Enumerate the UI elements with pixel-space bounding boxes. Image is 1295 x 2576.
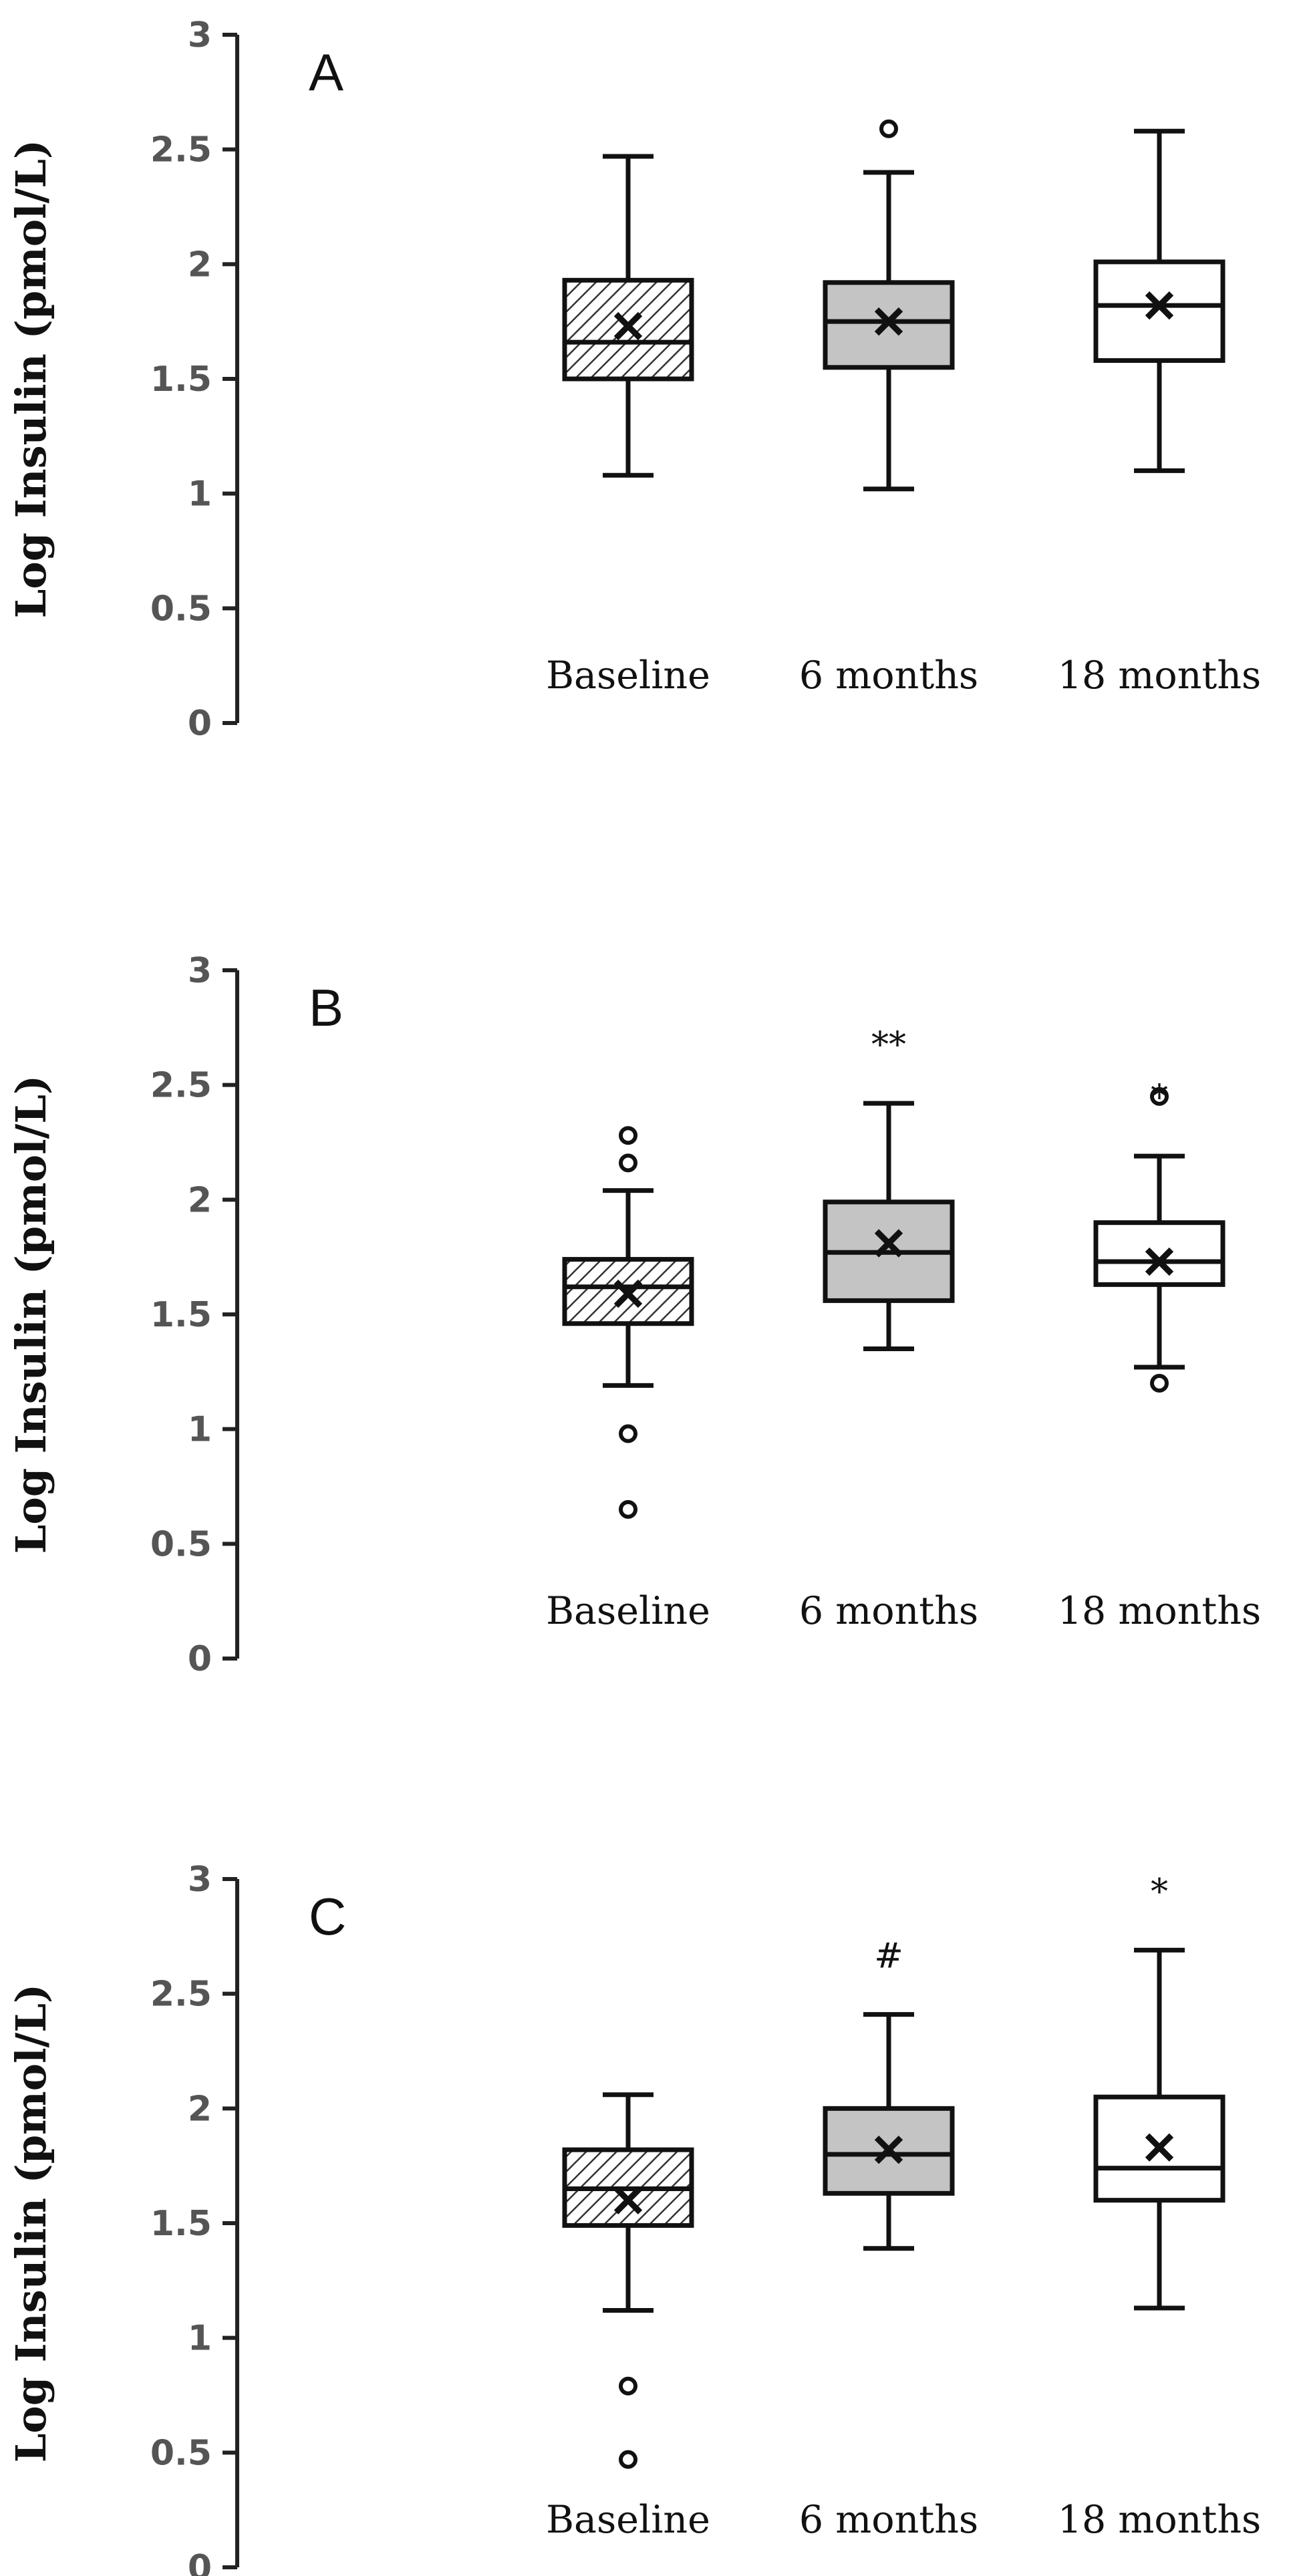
outlier-point xyxy=(879,119,898,138)
mean-marker xyxy=(613,311,643,341)
box-18-months: * xyxy=(1093,1872,1226,2311)
outlier-point xyxy=(1150,1087,1169,1106)
category-label: 6 months xyxy=(799,1589,978,1633)
iqr-box xyxy=(1093,1220,1226,1287)
outlier-point xyxy=(619,1424,637,1443)
y-tick-label: 0 xyxy=(188,1639,212,1679)
y-tick-label: 3 xyxy=(188,1860,212,1900)
outlier-point xyxy=(619,1126,637,1145)
y-tick-label: 2 xyxy=(188,1180,212,1220)
significance-marker: # xyxy=(874,1937,903,1977)
box-18-months xyxy=(1093,128,1226,473)
y-tick-label: 3 xyxy=(188,951,212,991)
y-axis-label: Log Insulin (pmol/L) xyxy=(7,1984,55,2462)
y-axis-label: Log Insulin (pmol/L) xyxy=(7,140,55,618)
box-6-months xyxy=(823,119,955,492)
outlier-point xyxy=(619,2450,637,2469)
category-label: 6 months xyxy=(799,654,978,698)
significance-marker: * xyxy=(1151,1078,1168,1118)
y-tick-label: 0 xyxy=(188,704,212,744)
panel-letter: B xyxy=(309,978,343,1037)
y-tick-label: 0.5 xyxy=(150,1524,212,1564)
category-label: 18 months xyxy=(1058,654,1262,698)
category-label: 18 months xyxy=(1058,1589,1262,1633)
box-6-months: # xyxy=(823,1937,955,2251)
outlier-point xyxy=(619,1153,637,1173)
category-label: 18 months xyxy=(1058,2498,1262,2542)
panel-letter: A xyxy=(309,43,343,102)
mean-marker xyxy=(1145,291,1174,320)
iqr-box xyxy=(1093,259,1226,364)
category-label: Baseline xyxy=(546,2498,710,2542)
outlier-point xyxy=(619,2376,637,2396)
significance-marker: ** xyxy=(871,1025,906,1065)
y-tick-label: 2 xyxy=(188,2089,212,2129)
y-tick-label: 2.5 xyxy=(150,130,212,170)
mean-marker xyxy=(874,1229,903,1258)
y-tick-label: 1 xyxy=(188,474,212,515)
panel-c: 0 0.5 1 1.5 2 2.5 3 Log Insulin (pmol/L) C Baseli… xyxy=(7,1860,1261,2576)
mean-marker xyxy=(1145,1247,1174,1276)
y-axis-label: Log Insulin (pmol/L) xyxy=(7,1075,55,1554)
y-tick-label: 1.5 xyxy=(150,360,212,400)
mean-marker xyxy=(874,2135,903,2164)
panel-letter: C xyxy=(309,1887,346,1946)
y-tick-label: 1 xyxy=(188,1410,212,1450)
y-tick-label: 0.5 xyxy=(150,2433,212,2473)
y-tick-label: 1.5 xyxy=(150,1295,212,1335)
mean-marker xyxy=(613,2186,643,2214)
mean-marker xyxy=(874,307,903,336)
category-label: 6 months xyxy=(799,2498,978,2542)
y-tick-label: 0.5 xyxy=(150,589,212,629)
mean-marker xyxy=(1145,2133,1174,2162)
y-tick-label: 0 xyxy=(188,2548,212,2576)
box-baseline xyxy=(562,2092,694,2469)
box-baseline xyxy=(562,1126,694,1519)
box-baseline xyxy=(562,154,694,478)
outlier-point xyxy=(1150,1374,1169,1393)
mean-marker xyxy=(613,1279,643,1308)
y-tick-label: 1 xyxy=(188,2319,212,2359)
y-tick-label: 1.5 xyxy=(150,2204,212,2244)
y-tick-label: 2.5 xyxy=(150,1975,212,2015)
panel-a: 0 0.5 1 1.5 2 2.5 3 Log Insulin (pmol/L) A Baseli… xyxy=(7,15,1261,744)
y-tick-label: 2.5 xyxy=(150,1066,212,1106)
y-tick-label: 3 xyxy=(188,15,212,55)
category-label: Baseline xyxy=(546,1589,710,1633)
significance-marker: * xyxy=(1151,1872,1168,1912)
panel-b: 0 0.5 1 1.5 2 2.5 3 Log Insulin (pmol/L) B Baseli… xyxy=(7,951,1261,1679)
box-6-months: ** xyxy=(823,1025,955,1351)
y-tick-label: 2 xyxy=(188,245,212,285)
box-18-months: * xyxy=(1093,1078,1226,1393)
category-label: Baseline xyxy=(546,654,710,698)
outlier-point xyxy=(619,1499,637,1519)
